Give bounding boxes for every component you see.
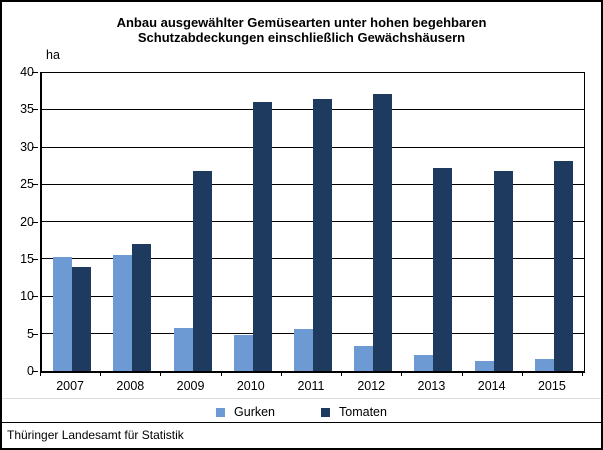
y-axis-tick-40 bbox=[32, 72, 38, 73]
bar-tomaten-2008 bbox=[132, 244, 152, 371]
y-axis-label-30: 30 bbox=[20, 139, 34, 154]
bar-tomaten-2014 bbox=[493, 170, 513, 371]
x-axis-label-2010: 2010 bbox=[236, 379, 265, 393]
bar-gurken-2011 bbox=[294, 329, 313, 371]
legend-label-tomaten: Tomaten bbox=[339, 405, 387, 419]
bar-gurken-2009 bbox=[173, 327, 193, 371]
y-axis-label-40: 40 bbox=[20, 65, 34, 79]
x-axis-tick-9 bbox=[582, 372, 583, 376]
y-axis-tick-30 bbox=[32, 146, 38, 148]
legend-swatch-gurken-icon bbox=[216, 407, 226, 417]
bar-gurken-2013 bbox=[414, 354, 434, 371]
legend-item-gurken: Gurken bbox=[216, 405, 275, 419]
x-axis-label-2012: 2012 bbox=[357, 379, 386, 393]
x-axis-tick-1 bbox=[100, 372, 102, 376]
y-axis-label-20: 20 bbox=[20, 214, 34, 229]
bar-gurken-2014 bbox=[474, 361, 494, 371]
x-axis-tick-7 bbox=[461, 372, 463, 376]
y-axis-tick-0 bbox=[32, 371, 38, 372]
x-axis-label-2011: 2011 bbox=[297, 379, 325, 393]
footer-separator-line bbox=[2, 422, 601, 423]
chart-title-line1: Anbau ausgewählter Gemüsearten unter hoh… bbox=[116, 15, 487, 30]
y-axis-label-10: 10 bbox=[20, 289, 34, 304]
x-axis-label-2015: 2015 bbox=[537, 379, 566, 393]
x-axis-tick-0 bbox=[40, 372, 41, 376]
x-axis-label-2014: 2014 bbox=[477, 379, 506, 393]
plot-area bbox=[40, 72, 585, 373]
y-axis-tick-35 bbox=[32, 109, 38, 111]
y-axis-tick-5 bbox=[32, 333, 38, 335]
bar-gurken-2010 bbox=[233, 335, 253, 371]
y-axis-tick-15 bbox=[32, 258, 38, 260]
x-axis-label-2007: 2007 bbox=[56, 379, 85, 393]
y-axis-label-25: 25 bbox=[20, 177, 34, 192]
y-axis-label-15: 15 bbox=[20, 251, 34, 266]
legend-label-gurken: Gurken bbox=[234, 405, 276, 419]
y-axis-unit-label: ha bbox=[46, 48, 60, 62]
bar-gurken-2008 bbox=[113, 254, 133, 371]
legend-swatch-tomaten-icon bbox=[321, 407, 331, 417]
x-axis-label-2008: 2008 bbox=[116, 379, 145, 393]
bar-gurken-2007 bbox=[53, 257, 73, 371]
legend-item-tomaten: Tomaten bbox=[321, 405, 387, 419]
y-axis-tick-20 bbox=[32, 221, 38, 223]
y-axis-label-5: 5 bbox=[27, 326, 34, 341]
bar-tomaten-2007 bbox=[72, 266, 92, 371]
bar-tomaten-2015 bbox=[553, 160, 573, 371]
legend: Gurken Tomaten bbox=[2, 405, 601, 419]
y-axis-tick-10 bbox=[32, 296, 38, 298]
x-axis-label-2009: 2009 bbox=[176, 379, 205, 393]
x-axis-tick-5 bbox=[341, 372, 343, 376]
x-axis-tick-8 bbox=[521, 372, 523, 376]
x-axis-tick-6 bbox=[401, 372, 403, 376]
bar-tomaten-2010 bbox=[252, 102, 272, 371]
source-attribution: Thüringer Landesamt für Statistik bbox=[7, 428, 184, 442]
x-axis-tick-2 bbox=[160, 372, 162, 376]
y-axis-label-35: 35 bbox=[20, 102, 34, 117]
chart-title-line2: Schutzabdeckungen einschließlich Gewächs… bbox=[137, 30, 466, 45]
y-axis-tick-25 bbox=[32, 184, 38, 186]
x-axis-label-2013: 2013 bbox=[417, 379, 446, 393]
x-axis-tick-3 bbox=[220, 372, 222, 376]
bar-tomaten-2013 bbox=[433, 167, 453, 371]
bar-tomaten-2009 bbox=[192, 170, 212, 371]
x-axis-tick-4 bbox=[280, 372, 282, 376]
y-axis-label-0: 0 bbox=[27, 364, 34, 378]
bar-gurken-2012 bbox=[354, 345, 374, 371]
bar-tomaten-2012 bbox=[373, 93, 393, 371]
chart-object-bottom-border bbox=[2, 398, 601, 399]
bar-tomaten-2011 bbox=[313, 99, 332, 371]
chart-title: Anbau ausgewählter Gemüsearten unter hoh… bbox=[2, 15, 601, 45]
bar-gurken-2015 bbox=[534, 359, 554, 371]
